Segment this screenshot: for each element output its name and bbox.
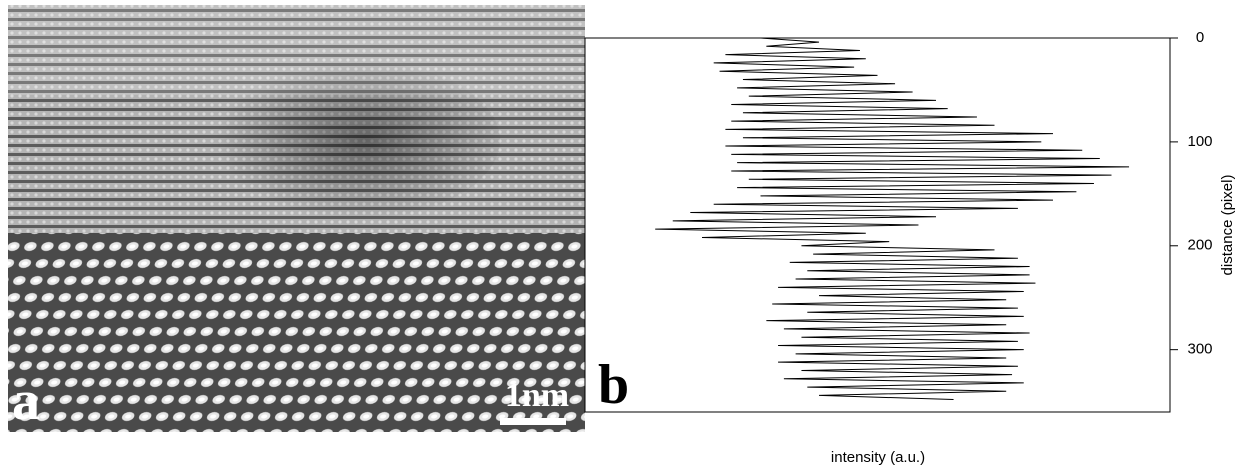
y-tick-label: 100 (1187, 133, 1212, 150)
panel-label: b (598, 354, 629, 416)
scale-bar (500, 418, 566, 425)
plot-frame (584, 37, 1171, 413)
intensity-profile (655, 37, 1130, 401)
panel-label: a (12, 370, 40, 432)
y-axis-label: distance (pixel) (1219, 175, 1236, 276)
x-axis-label: intensity (a.u.) (831, 449, 925, 466)
micrograph: a 1nm (8, 5, 585, 432)
y-tick-label: 300 (1187, 341, 1212, 358)
y-tick-label: 0 (1196, 29, 1204, 46)
y-tick-label: 200 (1187, 237, 1212, 254)
scale-bar-label: 1nm (505, 377, 569, 414)
